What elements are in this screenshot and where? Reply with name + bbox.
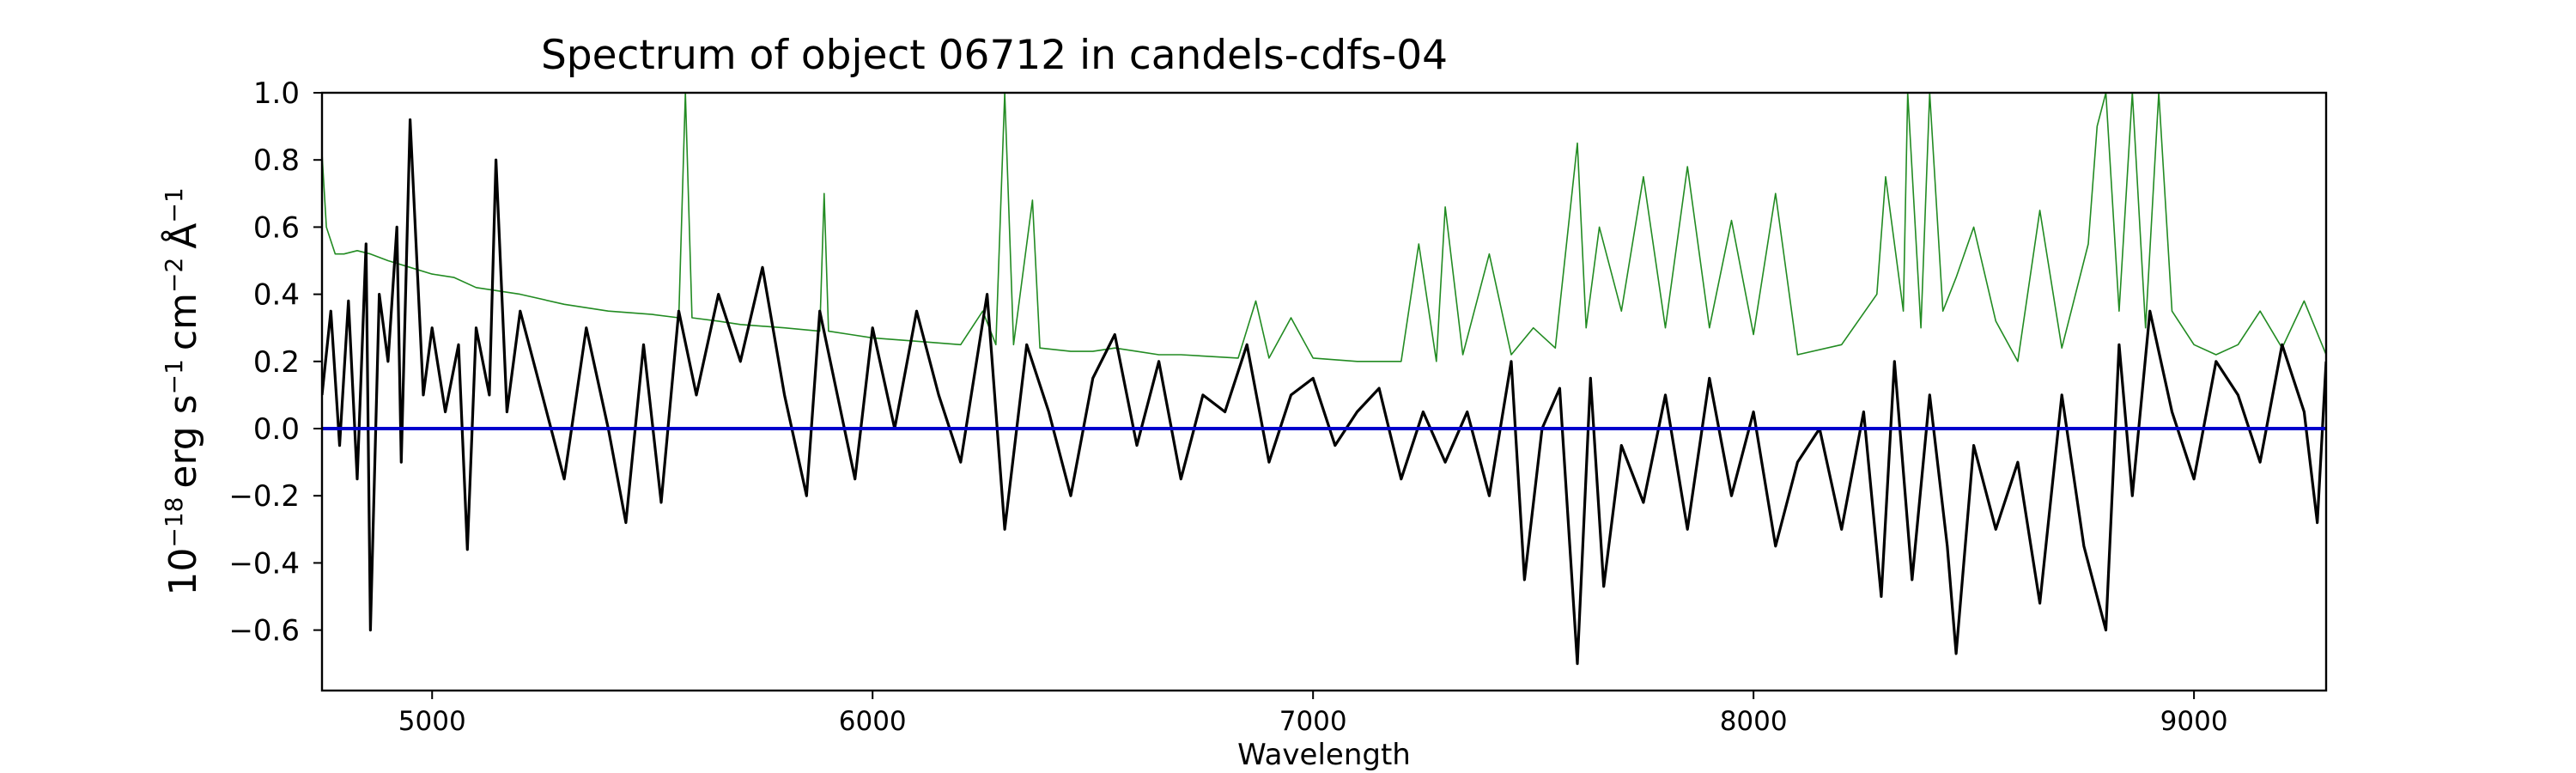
series-layer [322, 93, 2326, 666]
y-tick-label: −0.2 [228, 479, 300, 514]
y-tick-label: 0.0 [253, 412, 300, 447]
x-tick-label: 9000 [2160, 706, 2228, 737]
y-label-erg: erg s [161, 394, 205, 488]
x-tick-label: 6000 [839, 706, 907, 737]
y-tick-label: 0.4 [253, 278, 300, 313]
series-line-0 [322, 93, 2326, 362]
x-axis-label: Wavelength [1237, 738, 1411, 772]
y-tick-label: 1.0 [253, 76, 300, 111]
y-tick-label: 0.6 [253, 210, 300, 245]
y-tick-label: −0.4 [228, 546, 300, 581]
y-tick-label: 0.8 [253, 143, 300, 178]
y-label-base: 10 [161, 548, 205, 596]
y-axis-label: 10−18erg s−1cm−2Å−1 [160, 187, 206, 595]
x-tick-label: 5000 [398, 706, 466, 737]
x-axis: 5000 6000 7000 8000 9000 [398, 691, 2228, 737]
chart-title: Spectrum of object 06712 in candels-cdfs… [541, 32, 1448, 79]
y-label-exp-a: −1 [160, 187, 188, 222]
x-tick-label: 8000 [1720, 706, 1788, 737]
series-line-1 [322, 118, 2326, 666]
x-tick-label: 7000 [1279, 706, 1347, 737]
y-label-exp-base: −18 [160, 497, 188, 548]
y-label-angstrom: Å [160, 223, 205, 249]
y-label-cm: cm [161, 293, 205, 350]
plot-frame [320, 91, 2328, 692]
y-label-exp-s: −1 [160, 359, 188, 394]
y-tick-label: −0.6 [228, 614, 300, 648]
y-axis: −0.6 −0.4 −0.2 0.0 0.2 0.4 0.6 0.8 1.0 [228, 76, 322, 648]
y-label-exp-cm: −2 [160, 258, 188, 293]
y-tick-label: 0.2 [253, 345, 300, 380]
